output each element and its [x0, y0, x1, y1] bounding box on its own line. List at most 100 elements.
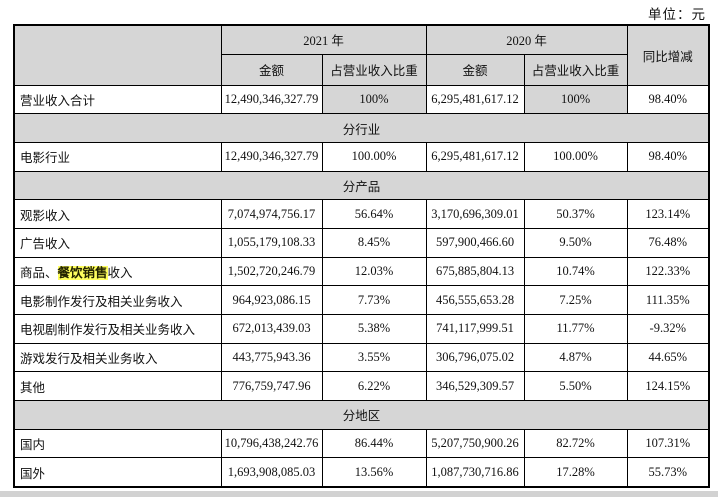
cell-value: 6,295,481,617.12 — [425, 84, 525, 115]
cell-value: 11.77% — [523, 314, 628, 344]
label-text: 收入 — [107, 265, 133, 280]
cell-value: 50.37% — [523, 199, 628, 229]
cell-value: 107.31% — [626, 428, 710, 459]
cell-value: 100% — [523, 84, 628, 115]
row-label: 营业收入合计 — [13, 84, 222, 115]
table-row: 电影行业 12,490,346,327.79 100.00% 6,295,481,61… — [13, 141, 710, 172]
table-row: 营业收入合计 12,490,346,327.79 100% 6,295,481,617… — [13, 84, 710, 115]
cell-value: 306,796,075.02 — [425, 342, 525, 373]
cell-value: 7.25% — [523, 285, 628, 315]
unit-label: 单位：元 — [648, 7, 706, 22]
cell-value: 1,502,720,246.79 — [220, 256, 323, 287]
cell-value: 122.33% — [626, 256, 710, 287]
cell-value: 100% — [321, 84, 427, 115]
cell-value: 100.00% — [523, 141, 628, 172]
cell-value: 123.14% — [626, 199, 710, 229]
table-body: 营业收入合计 12,490,346,327.79 100% 6,295,481,617… — [13, 84, 710, 488]
label-text: 游戏发行及相关业务收入 — [20, 352, 158, 367]
label-text: 国内 — [20, 438, 46, 453]
header-yoy: 同比增减 — [626, 24, 710, 86]
cell-value: 1,087,730,716.86 — [425, 457, 525, 488]
cell-value: 55.73% — [626, 457, 710, 488]
cell-value: 10,796,438,242.76 — [220, 428, 323, 459]
page-bottom-edge — [0, 491, 718, 497]
cell-value: 3,170,696,309.01 — [425, 199, 525, 229]
row-label: 电影制作发行及相关业务收入 — [13, 285, 222, 315]
row-label: 电影行业 — [13, 141, 222, 172]
cell-value: 86.44% — [321, 428, 427, 459]
cell-value: 82.72% — [523, 428, 628, 459]
cell-value: 6.22% — [321, 371, 427, 402]
label-text: 观影收入 — [20, 208, 71, 223]
cell-value: 8.45% — [321, 227, 427, 258]
cell-value: -9.32% — [626, 314, 710, 344]
header-year-2020: 2020 年 — [425, 24, 628, 55]
cell-value: 456,555,653.28 — [425, 285, 525, 315]
row-label: 广告收入 — [13, 227, 222, 258]
cell-value: 44.65% — [626, 342, 710, 373]
cell-value: 1,055,179,108.33 — [220, 227, 323, 258]
section-label: 分地区 — [13, 400, 710, 430]
row-label: 国内 — [13, 428, 222, 459]
cell-value: 98.40% — [626, 84, 710, 115]
cell-value: 443,775,943.36 — [220, 342, 323, 373]
cell-value: 12.03% — [321, 256, 427, 287]
cell-value: 100.00% — [321, 141, 427, 172]
header-amount-2021: 金额 — [220, 53, 323, 86]
revenue-breakdown-table: 2021 年 2020 年 同比增减 金额 占营业收入比重 金额 占营业收入比重… — [13, 24, 711, 488]
cell-value: 5.38% — [321, 314, 427, 344]
label-text: 国外 — [20, 466, 46, 481]
cell-value: 5,207,750,900.26 — [425, 428, 525, 459]
cell-value: 675,885,804.13 — [425, 256, 525, 287]
header-amount-2020: 金额 — [425, 53, 525, 86]
cell-value: 111.35% — [626, 285, 710, 315]
table-row: 商品、餐饮销售收入 1,502,720,246.79 12.03% 675,885,8… — [13, 256, 710, 287]
section-label: 分产品 — [13, 170, 710, 201]
cell-value: 597,900,466.60 — [425, 227, 525, 258]
table-row: 广告收入 1,055,179,108.33 8.45% 597,900,466.60 9… — [13, 227, 710, 258]
cell-value: 6,295,481,617.12 — [425, 141, 525, 172]
highlighted-text: 餐饮销售 — [57, 265, 108, 280]
row-label: 观影收入 — [13, 199, 222, 229]
header-pct-2020: 占营业收入比重 — [523, 53, 628, 86]
row-label: 游戏发行及相关业务收入 — [13, 342, 222, 373]
cell-value: 741,117,999.51 — [425, 314, 525, 344]
cell-value: 124.15% — [626, 371, 710, 402]
cell-value: 4.87% — [523, 342, 628, 373]
cell-value: 98.40% — [626, 141, 710, 172]
cell-value: 12,490,346,327.79 — [220, 84, 323, 115]
label-text: 电视剧制作发行及相关业务收入 — [20, 323, 196, 338]
cell-value: 7,074,974,756.17 — [220, 199, 323, 229]
cell-value: 3.55% — [321, 342, 427, 373]
table-row: 国外 1,693,908,085.03 13.56% 1,087,730,716.86… — [13, 457, 710, 488]
label-text: 电影制作发行及相关业务收入 — [20, 294, 183, 309]
row-label: 国外 — [13, 457, 222, 488]
cell-value: 346,529,309.57 — [425, 371, 525, 402]
label-text: 电影行业 — [20, 151, 71, 166]
label-text: 营业收入合计 — [20, 93, 96, 108]
table-header: 2021 年 2020 年 同比增减 金额 占营业收入比重 金额 占营业收入比重 — [13, 24, 710, 86]
cell-value: 12,490,346,327.79 — [220, 141, 323, 172]
cell-value: 76.48% — [626, 227, 710, 258]
header-pct-2021: 占营业收入比重 — [321, 53, 427, 86]
section-row: 分产品 — [13, 170, 710, 201]
cell-value: 776,759,747.96 — [220, 371, 323, 402]
cell-value: 17.28% — [523, 457, 628, 488]
row-label: 商品、餐饮销售收入 — [13, 256, 222, 287]
header-year-2021: 2021 年 — [220, 24, 427, 55]
label-text: 广告收入 — [20, 237, 71, 252]
table-row: 电影制作发行及相关业务收入 964,923,086.15 7.73% 456,555,… — [13, 285, 710, 315]
cell-value: 9.50% — [523, 227, 628, 258]
cell-value: 7.73% — [321, 285, 427, 315]
cell-value: 5.50% — [523, 371, 628, 402]
cell-value: 1,693,908,085.03 — [220, 457, 323, 488]
table-row: 国内 10,796,438,242.76 86.44% 5,207,750,900.2… — [13, 428, 710, 459]
section-label: 分行业 — [13, 113, 710, 143]
table-row: 电视剧制作发行及相关业务收入 672,013,439.03 5.38% 741,117… — [13, 314, 710, 344]
section-row: 分行业 — [13, 113, 710, 143]
cell-value: 56.64% — [321, 199, 427, 229]
label-text: 其他 — [20, 380, 46, 395]
cell-value: 10.74% — [523, 256, 628, 287]
section-row: 分地区 — [13, 400, 710, 430]
